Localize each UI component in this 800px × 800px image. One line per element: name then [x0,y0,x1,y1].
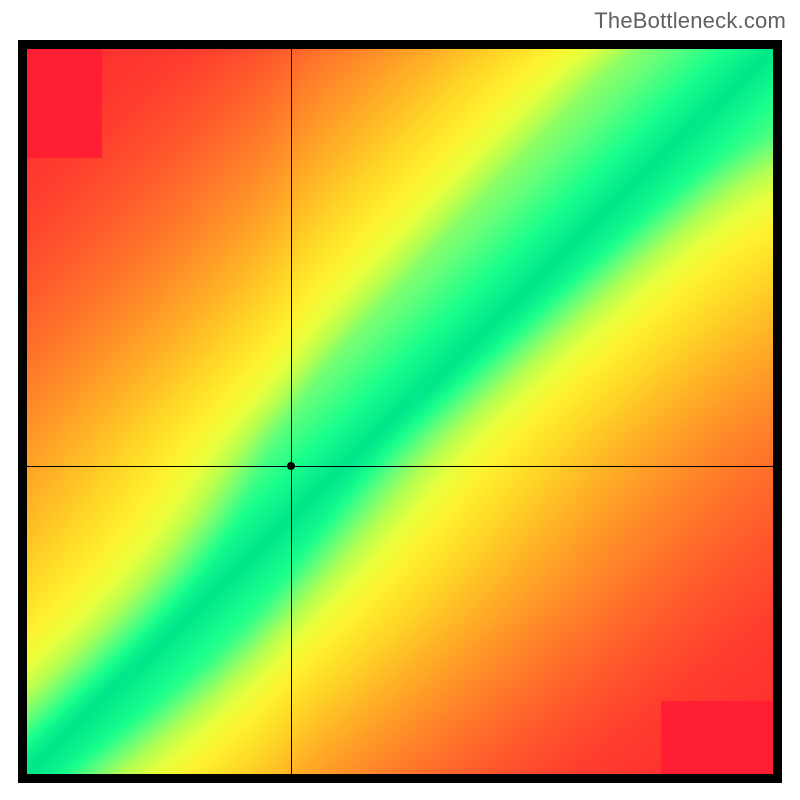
plot-area [27,49,773,774]
attribution-text: TheBottleneck.com [594,8,786,34]
crosshair-vertical [291,49,292,774]
crosshair-marker [287,462,295,470]
figure-root: TheBottleneck.com [0,0,800,800]
heatmap-canvas [27,49,773,774]
crosshair-horizontal [27,466,773,467]
